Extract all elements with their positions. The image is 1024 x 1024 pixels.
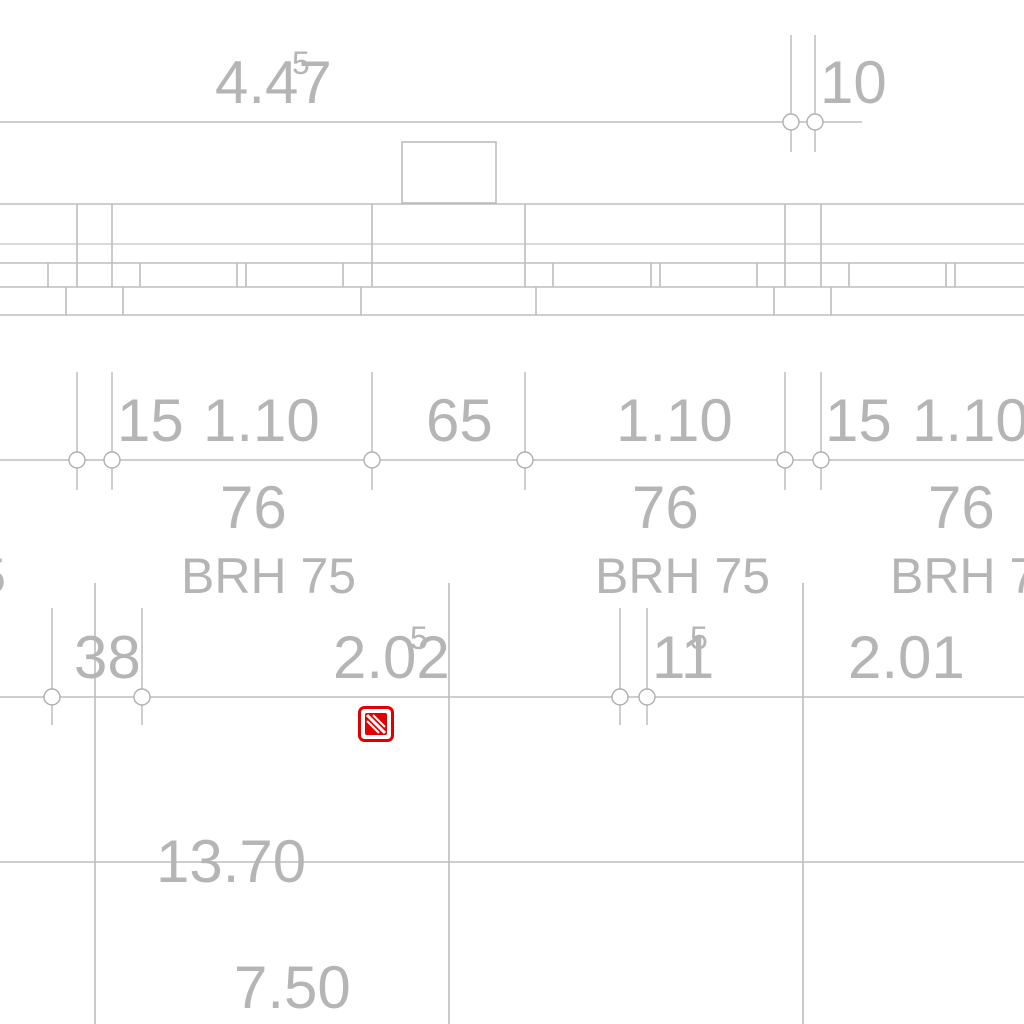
top-dimension: 4.47 5 10 — [0, 35, 887, 152]
dimension-row-1: 15 1.10 65 1.10 15 1.10 76 76 76 — [0, 372, 1024, 541]
dim-height-1: 76 — [220, 474, 287, 541]
dimension-marker — [777, 452, 793, 468]
dimension-marker — [783, 114, 799, 130]
dimension-marker — [639, 689, 655, 705]
dimension-marker — [612, 689, 628, 705]
dimension-marker — [364, 452, 380, 468]
error-marker-icon[interactable] — [360, 708, 393, 741]
dim-window-1: 1.10 — [203, 387, 320, 454]
edge-label: 5 — [0, 548, 6, 604]
dim-partition-sup: 5 — [690, 620, 708, 656]
sub-length: 7.50 — [234, 954, 351, 1021]
dimension-marker — [134, 689, 150, 705]
totals: 13.70 7.50 — [156, 828, 351, 1021]
dim-post-1: 15 — [117, 387, 184, 454]
dim-window-2: 1.10 — [616, 387, 733, 454]
dimension-marker — [69, 452, 85, 468]
brh-label-1: BRH 75 — [181, 548, 356, 604]
dim-pier: 65 — [426, 387, 493, 454]
dim-width-main: 4.47 — [215, 49, 332, 116]
dimension-marker — [44, 689, 60, 705]
dim-height-3: 76 — [928, 474, 995, 541]
dim-room-1-sup: 5 — [410, 620, 428, 656]
brh-labels: 5 BRH 75 BRH 75 BRH 75 — [0, 548, 1024, 604]
dim-window-3: 1.10 — [912, 387, 1024, 454]
dim-width-main-sup: 5 — [292, 45, 310, 81]
dim-wall-thickness: 38 — [74, 624, 141, 691]
dimension-row-2: 38 2.02 5 11 5 2.01 — [0, 583, 1024, 1024]
brh-label-2: BRH 75 — [595, 548, 770, 604]
dimension-marker — [517, 452, 533, 468]
parapet-block — [402, 142, 496, 203]
dim-height-2: 76 — [632, 474, 699, 541]
dimension-marker — [104, 452, 120, 468]
dimension-marker — [807, 114, 823, 130]
wall-elevation — [0, 142, 1024, 315]
brh-label-3: BRH 75 — [890, 548, 1024, 604]
dim-post-2: 15 — [825, 387, 892, 454]
dim-room-1: 2.02 — [333, 624, 450, 691]
dimension-marker — [813, 452, 829, 468]
dim-room-2: 2.01 — [848, 624, 965, 691]
dim-width-small: 10 — [820, 49, 887, 116]
total-length: 13.70 — [156, 828, 306, 895]
